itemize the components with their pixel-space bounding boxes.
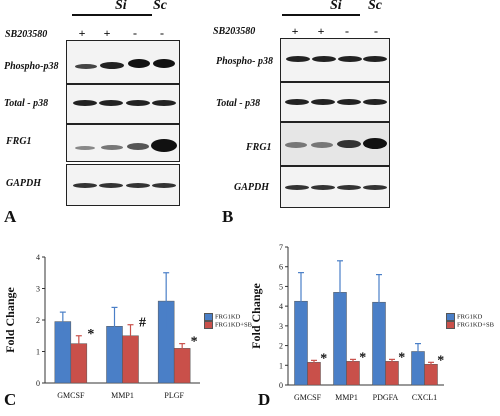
y-tick-label: 3: [36, 285, 40, 294]
blot-frg1: [66, 124, 180, 162]
significance-marker: #: [139, 316, 146, 331]
x-tick-label: MMP1: [335, 393, 358, 402]
significance-marker: *: [191, 335, 198, 350]
bar-chart-c: 0 1 2 3 4 Fold Change * GMCSF # MMP1 * PLGF: [3, 253, 200, 400]
row-label-phospho: Phospho-p38: [4, 61, 59, 72]
significance-marker: *: [87, 327, 94, 342]
row-label-frg1: FRG1: [6, 136, 32, 147]
x-tick-label: GMCSF: [294, 393, 322, 402]
legend-item-frg1kd: FRG1KD: [446, 313, 494, 321]
y-tick-label: 4: [279, 302, 283, 311]
group-si-label: Si: [330, 0, 342, 13]
sign-2: +: [317, 24, 325, 38]
group-si-bar: [282, 14, 360, 16]
bar: [307, 362, 321, 386]
y-tick-label: 2: [279, 342, 283, 351]
row-label-frg1: FRG1: [246, 142, 272, 153]
blot-total-p38: [66, 84, 180, 124]
legend-swatch: [204, 313, 213, 321]
significance-marker: *: [437, 353, 444, 368]
blot-phospho-p38: [66, 40, 180, 84]
legend-label: FRG1KD+SB: [457, 321, 494, 329]
legend-swatch: [204, 321, 213, 330]
blot-gapdh: [280, 166, 390, 208]
row-label-total: Total - p38: [4, 98, 49, 109]
bar-chart-d: 0 1 2 3 4 5 6 7 Fold Change * GMCSF * MMP1 * PDGFA * CXC…: [249, 243, 444, 402]
x-tick-label: PLGF: [164, 391, 184, 400]
blot-phospho-p38: [280, 38, 390, 82]
treatment-label: SB203580: [5, 29, 48, 40]
x-tick-label: CXCL1: [412, 393, 437, 402]
legend-item-frg1kd-sb: FRG1KD+SB: [446, 321, 494, 330]
y-axis-label: Fold Change: [249, 282, 263, 348]
x-tick-label: GMCSF: [57, 391, 85, 400]
panel-letter-a: A: [4, 207, 17, 226]
panel-letter-b: B: [222, 207, 234, 226]
legend-item-frg1kd-sb: FRG1KD+SB: [204, 321, 252, 330]
treatment-label: SB203580: [213, 26, 256, 37]
y-tick-label: 1: [36, 348, 40, 357]
x-tick-label: PDGFA: [373, 393, 399, 402]
sign-3: -: [133, 26, 137, 40]
row-label-phospho: Phospho- p38: [216, 56, 273, 67]
bar: [173, 348, 191, 384]
group-sc-label: Sc: [368, 0, 382, 13]
y-tick-label: 2: [36, 316, 40, 325]
row-label-gapdh: GAPDH: [234, 182, 269, 193]
bar: [385, 361, 399, 386]
group-si-bar: [72, 14, 152, 16]
y-tick-label: 1: [279, 361, 283, 370]
bar: [424, 364, 438, 386]
x-tick-label: MMP1: [111, 391, 134, 400]
panel-letter-c: C: [4, 390, 17, 409]
sign-1: +: [291, 24, 299, 38]
sign-3: -: [345, 24, 349, 38]
significance-marker: *: [359, 350, 366, 365]
legend-c: FRG1KD FRG1KD+SB: [204, 313, 252, 330]
legend-swatch: [446, 313, 455, 321]
significance-marker: *: [320, 351, 327, 366]
group-sc-label: Sc: [153, 0, 167, 13]
legend-d: FRG1KD FRG1KD+SB: [446, 313, 494, 330]
legend-label: FRG1KD: [457, 313, 483, 321]
row-label-total: Total - p38: [216, 98, 261, 109]
y-tick-label: 4: [36, 253, 40, 262]
bar: [346, 361, 360, 386]
legend-swatch: [446, 321, 455, 330]
row-label-gapdh: GAPDH: [6, 178, 41, 189]
y-tick-label: 7: [279, 243, 283, 252]
blot-total-p38: [280, 82, 390, 122]
legend-label: FRG1KD+SB: [215, 321, 252, 329]
y-axis-label: Fold Change: [3, 286, 17, 352]
panel-letter-d: D: [258, 390, 271, 409]
sign-4: -: [374, 24, 378, 38]
blot-gapdh: [66, 164, 180, 206]
sign-2: +: [103, 26, 111, 40]
legend-label: FRG1KD: [215, 313, 241, 321]
group-si-label: Si: [115, 0, 127, 13]
y-tick-label: 0: [279, 381, 283, 390]
y-tick-label: 6: [279, 263, 283, 272]
legend-item-frg1kd: FRG1KD: [204, 313, 252, 321]
sign-4: -: [160, 26, 164, 40]
y-tick-label: 3: [279, 322, 283, 331]
blot-frg1: [280, 122, 390, 166]
significance-marker: *: [398, 350, 405, 365]
y-tick-label: 5: [279, 282, 283, 291]
sign-1: +: [78, 26, 86, 40]
y-tick-label: 0: [36, 379, 40, 388]
